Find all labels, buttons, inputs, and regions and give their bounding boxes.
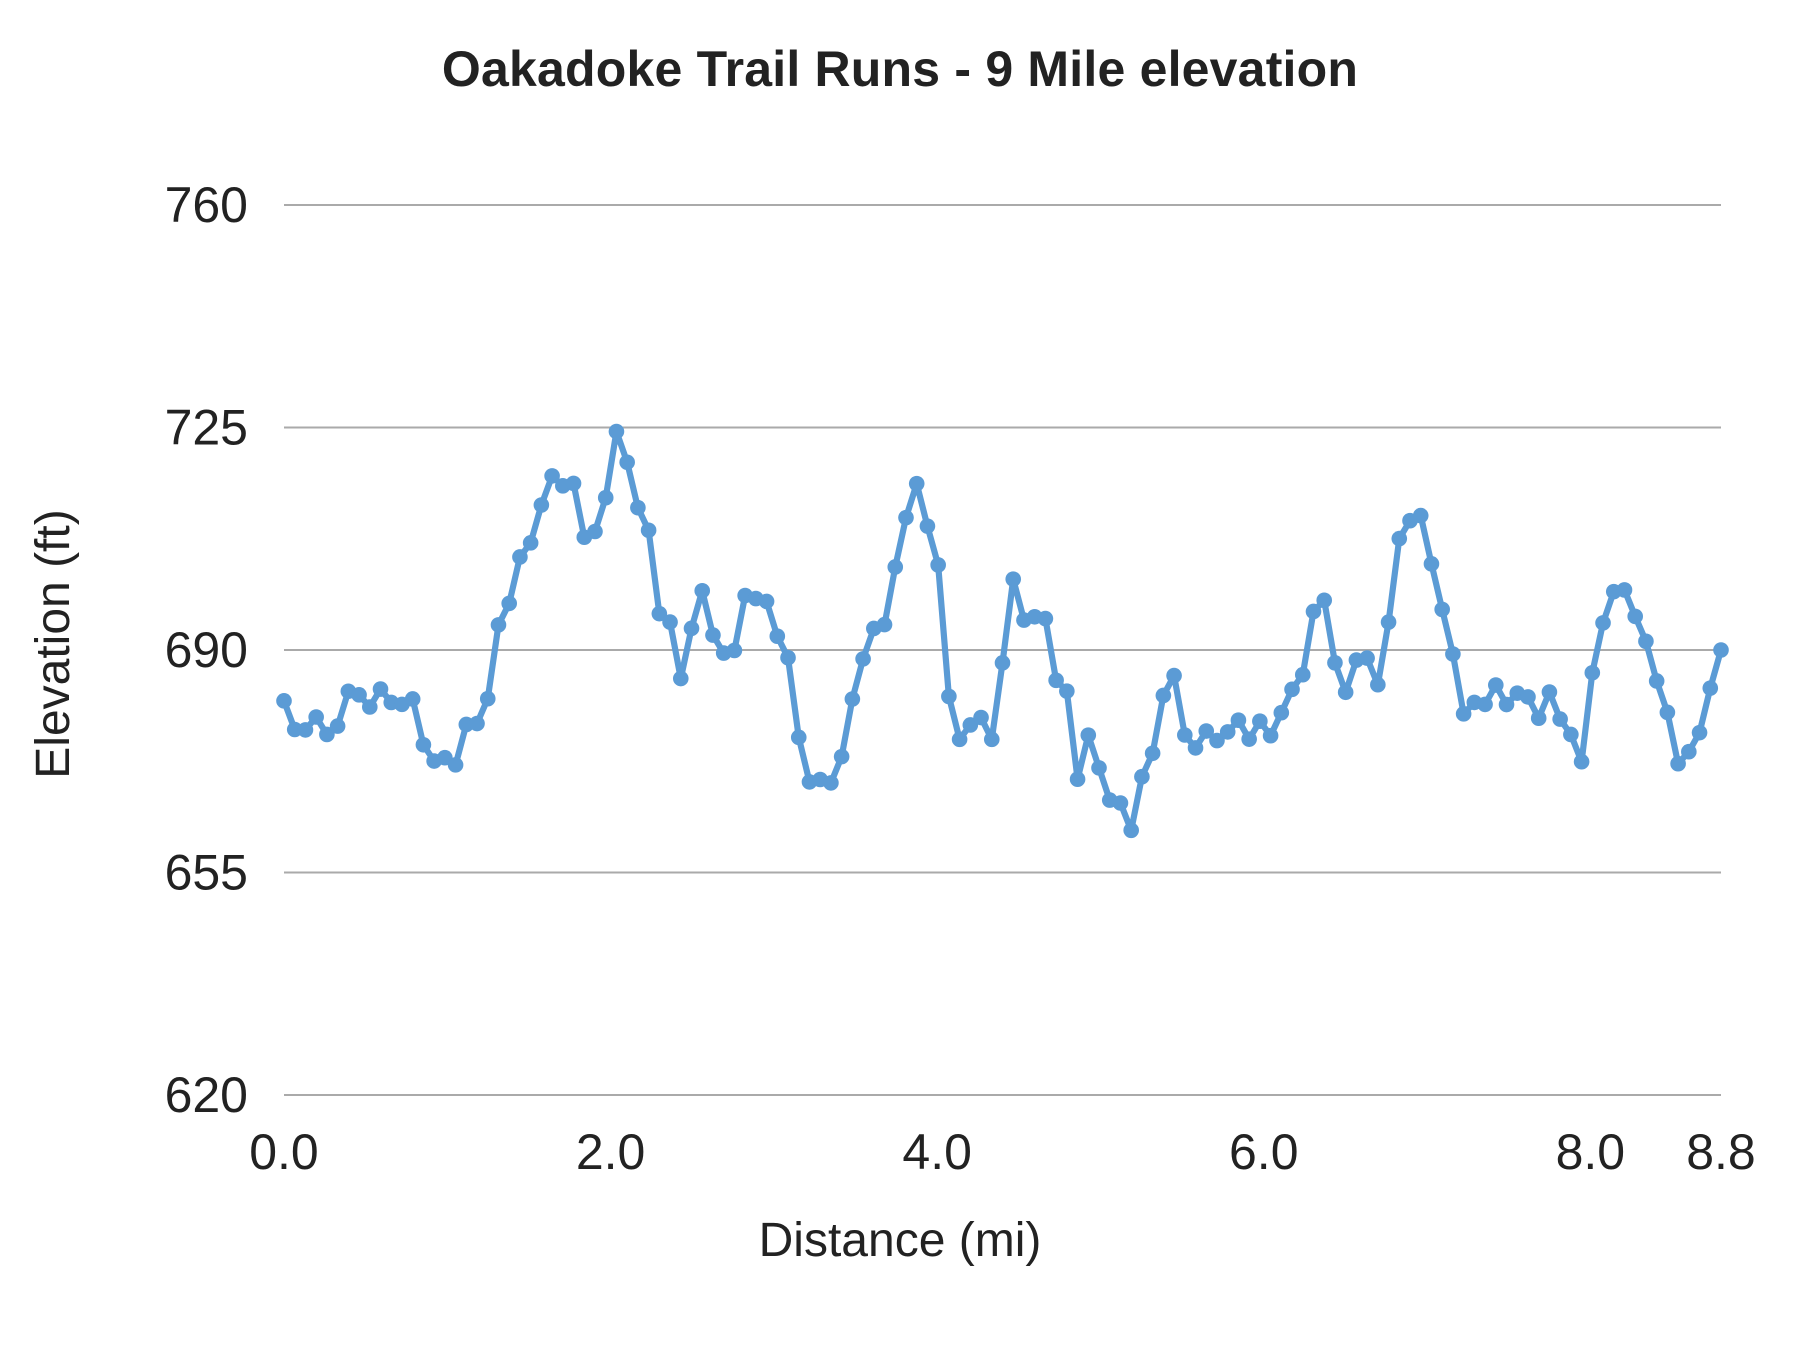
svg-text:8.0: 8.0	[1556, 1124, 1626, 1180]
svg-text:0.0: 0.0	[249, 1124, 319, 1180]
svg-text:6.0: 6.0	[1229, 1124, 1299, 1180]
svg-text:4.0: 4.0	[902, 1124, 972, 1180]
svg-text:2.0: 2.0	[576, 1124, 646, 1180]
svg-text:690: 690	[165, 622, 248, 678]
svg-text:760: 760	[165, 177, 248, 233]
svg-text:725: 725	[165, 400, 248, 456]
svg-text:620: 620	[165, 1067, 248, 1123]
svg-text:8.8: 8.8	[1686, 1124, 1756, 1180]
svg-text:655: 655	[165, 845, 248, 901]
